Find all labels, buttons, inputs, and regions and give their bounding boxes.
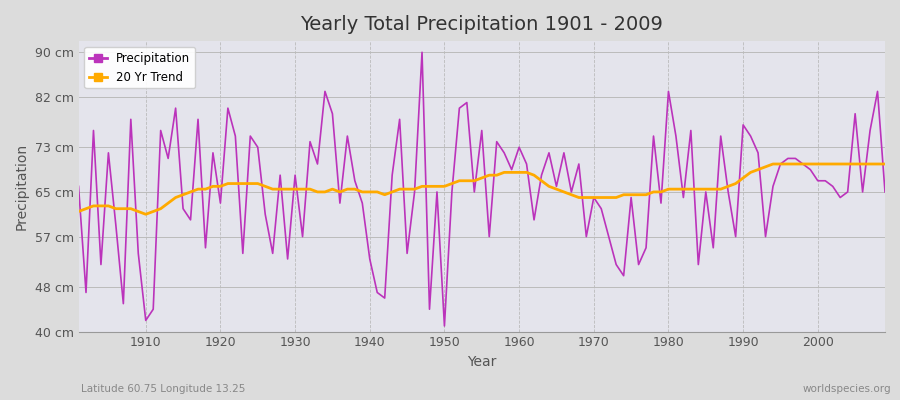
Legend: Precipitation, 20 Yr Trend: Precipitation, 20 Yr Trend (85, 47, 195, 88)
Text: Latitude 60.75 Longitude 13.25: Latitude 60.75 Longitude 13.25 (81, 384, 246, 394)
X-axis label: Year: Year (467, 355, 497, 369)
Y-axis label: Precipitation: Precipitation (15, 143, 29, 230)
Text: worldspecies.org: worldspecies.org (803, 384, 891, 394)
Title: Yearly Total Precipitation 1901 - 2009: Yearly Total Precipitation 1901 - 2009 (301, 15, 663, 34)
